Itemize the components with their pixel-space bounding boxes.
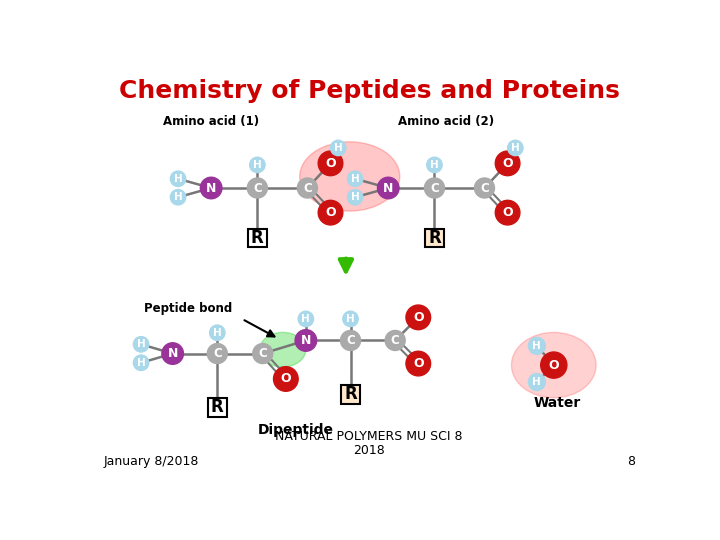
Circle shape xyxy=(318,151,343,176)
Circle shape xyxy=(274,367,298,392)
Text: H: H xyxy=(213,328,222,338)
Text: C: C xyxy=(391,334,400,347)
Text: H: H xyxy=(351,192,359,202)
Text: H: H xyxy=(302,314,310,324)
Circle shape xyxy=(133,336,149,352)
Text: Amino acid (2): Amino acid (2) xyxy=(398,115,494,128)
Circle shape xyxy=(495,151,520,176)
Text: H: H xyxy=(174,192,182,202)
Text: Chemistry of Peptides and Proteins: Chemistry of Peptides and Proteins xyxy=(119,79,619,103)
Text: O: O xyxy=(413,357,423,370)
Ellipse shape xyxy=(300,142,400,211)
Circle shape xyxy=(250,157,265,173)
Text: H: H xyxy=(174,174,182,184)
Text: H: H xyxy=(351,174,359,184)
Circle shape xyxy=(541,352,567,378)
Text: January 8/2018: January 8/2018 xyxy=(104,455,199,468)
FancyBboxPatch shape xyxy=(248,229,266,247)
Circle shape xyxy=(508,140,523,156)
Text: C: C xyxy=(303,181,312,194)
Circle shape xyxy=(297,178,318,198)
Text: C: C xyxy=(430,181,438,194)
Circle shape xyxy=(295,330,317,351)
Circle shape xyxy=(210,325,225,340)
Circle shape xyxy=(253,343,273,363)
Text: H: H xyxy=(137,339,145,349)
Circle shape xyxy=(298,311,314,327)
Text: R: R xyxy=(344,386,357,403)
Text: O: O xyxy=(503,206,513,219)
Text: O: O xyxy=(325,157,336,170)
Text: R: R xyxy=(428,229,441,247)
Text: C: C xyxy=(213,347,222,360)
Text: R: R xyxy=(251,229,264,247)
Text: Dipeptide: Dipeptide xyxy=(258,423,334,437)
Text: N: N xyxy=(301,334,311,347)
Circle shape xyxy=(348,171,363,186)
FancyBboxPatch shape xyxy=(426,229,444,247)
Text: 8: 8 xyxy=(626,455,634,468)
Circle shape xyxy=(406,305,431,330)
Circle shape xyxy=(133,355,149,370)
Text: H: H xyxy=(334,143,343,153)
Circle shape xyxy=(406,351,431,376)
Text: O: O xyxy=(413,311,423,324)
Text: R: R xyxy=(211,399,224,416)
Ellipse shape xyxy=(260,333,306,367)
Text: N: N xyxy=(168,347,178,360)
Circle shape xyxy=(171,190,186,205)
Text: O: O xyxy=(325,206,336,219)
Circle shape xyxy=(318,200,343,225)
Circle shape xyxy=(425,178,444,198)
Text: O: O xyxy=(549,359,559,372)
Text: Peptide bond: Peptide bond xyxy=(144,302,233,315)
Text: Amino acid (1): Amino acid (1) xyxy=(163,115,259,128)
Text: H: H xyxy=(533,377,541,387)
Text: C: C xyxy=(480,181,489,194)
Circle shape xyxy=(377,177,399,199)
Text: H: H xyxy=(430,160,438,170)
Circle shape xyxy=(171,171,186,186)
Text: H: H xyxy=(137,358,145,368)
Text: H: H xyxy=(511,143,520,153)
Circle shape xyxy=(343,311,359,327)
FancyArrowPatch shape xyxy=(340,259,352,272)
Circle shape xyxy=(495,200,520,225)
Circle shape xyxy=(528,374,545,390)
Text: H: H xyxy=(533,341,541,351)
Circle shape xyxy=(348,190,363,205)
Text: H: H xyxy=(346,314,355,324)
Text: O: O xyxy=(281,373,291,386)
Circle shape xyxy=(330,140,346,156)
Circle shape xyxy=(427,157,442,173)
Text: N: N xyxy=(383,181,393,194)
Circle shape xyxy=(200,177,222,199)
Text: C: C xyxy=(346,334,355,347)
Circle shape xyxy=(528,338,545,354)
Text: NATURAL POLYMERS MU SCI 8
2018: NATURAL POLYMERS MU SCI 8 2018 xyxy=(275,429,463,457)
Text: O: O xyxy=(503,157,513,170)
FancyBboxPatch shape xyxy=(341,385,360,403)
Circle shape xyxy=(385,330,405,350)
FancyArrowPatch shape xyxy=(244,320,274,336)
Circle shape xyxy=(207,343,228,363)
Circle shape xyxy=(162,343,184,364)
Circle shape xyxy=(341,330,361,350)
Text: C: C xyxy=(253,181,262,194)
FancyBboxPatch shape xyxy=(208,398,227,417)
Text: Water: Water xyxy=(534,396,581,410)
Circle shape xyxy=(248,178,267,198)
Circle shape xyxy=(474,178,495,198)
Ellipse shape xyxy=(511,333,596,398)
Text: H: H xyxy=(253,160,262,170)
Text: N: N xyxy=(206,181,216,194)
Text: C: C xyxy=(258,347,267,360)
